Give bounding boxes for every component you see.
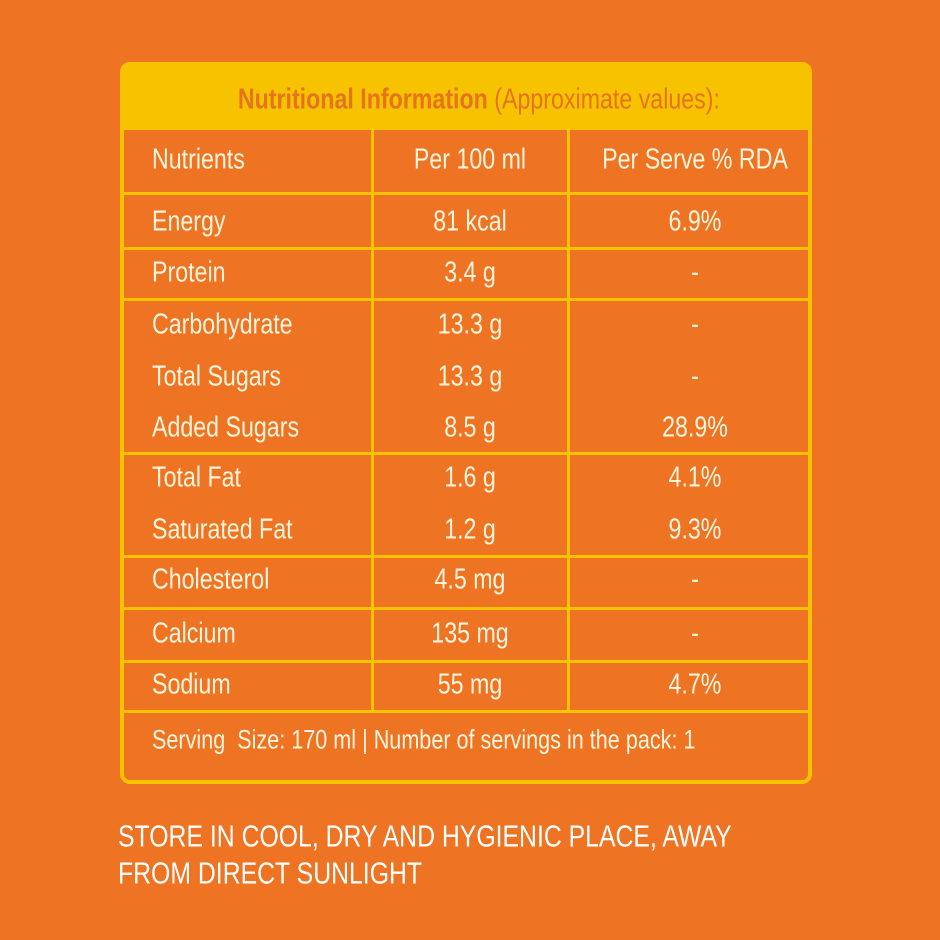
table-cell: 13.3 g <box>437 308 503 341</box>
table-cell: Total Fat <box>152 461 241 494</box>
table-cell: Energy <box>152 205 226 238</box>
column-header: Per 100 ml <box>413 143 527 176</box>
table-cell: - <box>691 360 699 393</box>
column-header: Nutrients <box>152 143 245 176</box>
table-cell: - <box>691 617 699 650</box>
title-sub: (Approximate values): <box>494 83 720 116</box>
table-cell: Cholesterol <box>152 563 270 596</box>
title-main: Nutritional Information <box>237 83 488 116</box>
row-divider <box>124 192 808 195</box>
row-divider <box>124 710 808 713</box>
table-cell: 9.3% <box>668 513 722 546</box>
table-cell: - <box>691 563 699 596</box>
table-cell: 55 mg <box>437 668 503 701</box>
storage-note: FROM DIRECT SUNLIGHT <box>118 855 423 891</box>
storage-note: STORE IN COOL, DRY AND HYGIENIC PLACE, A… <box>118 818 732 854</box>
table-cell: Calcium <box>152 617 236 650</box>
row-divider <box>124 660 808 663</box>
row-divider <box>124 452 808 455</box>
table-cell: 13.3 g <box>437 360 503 393</box>
title-band <box>120 62 812 130</box>
table-cell: 4.1% <box>668 461 722 494</box>
row-divider <box>124 555 808 558</box>
table-cell: - <box>691 308 699 341</box>
table-cell: 4.7% <box>668 668 722 701</box>
column-divider <box>567 130 570 710</box>
table-cell: 135 mg <box>431 617 509 650</box>
table-cell: 1.6 g <box>444 461 496 494</box>
column-header: Per Serve % RDA <box>602 143 788 176</box>
table-cell: 6.9% <box>668 205 722 238</box>
table-cell: 4.5 mg <box>434 563 506 596</box>
table-cell: Protein <box>152 256 226 289</box>
serving-footer: Serving Size: 170 ml | Number of serving… <box>152 724 696 755</box>
table-cell: Carbohydrate <box>152 308 293 341</box>
table-cell: 3.4 g <box>444 256 496 289</box>
table-cell: Total Sugars <box>152 360 281 393</box>
column-divider <box>371 130 374 710</box>
table-cell: Saturated Fat <box>152 513 293 546</box>
row-divider <box>124 247 808 250</box>
table-cell: 1.2 g <box>444 513 496 546</box>
table-cell: 28.9% <box>662 411 728 444</box>
table-cell: Sodium <box>152 668 231 701</box>
row-divider <box>124 607 808 610</box>
title: Nutritional Information (Approximate val… <box>189 51 743 150</box>
table-cell: - <box>691 256 699 289</box>
row-divider <box>124 298 808 301</box>
table-cell: 8.5 g <box>444 411 496 444</box>
table-cell: 81 kcal <box>433 205 507 238</box>
table-cell: Added Sugars <box>152 411 300 444</box>
